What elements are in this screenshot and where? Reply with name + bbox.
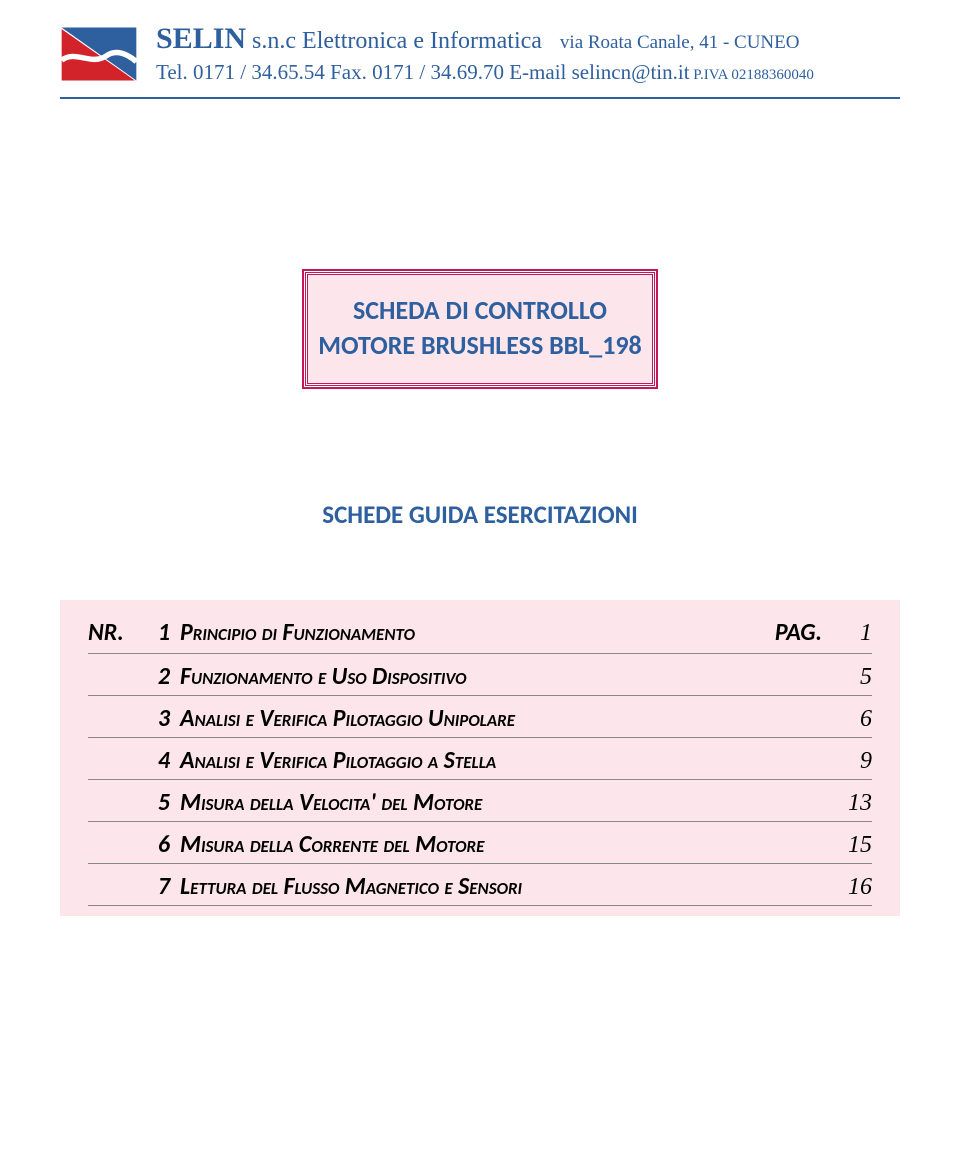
fax-label: Fax. xyxy=(325,60,372,84)
toc-row-num: 7 xyxy=(148,872,170,901)
toc-row-num: 1 xyxy=(148,618,170,647)
toc-row-label: Funzionamento e Uso Dispositivo xyxy=(180,662,822,691)
toc-row: 6 Misura della Corrente del Motore 15 xyxy=(88,822,872,864)
title-line-1: SCHEDA DI CONTROLLO xyxy=(318,293,641,328)
toc-row-page: 1 xyxy=(822,620,872,647)
company-name-suffix: s.n.c xyxy=(246,28,296,54)
tel-label: Tel. xyxy=(156,60,193,84)
letterhead-text: SELIN s.n.c Elettronica e Informatica vi… xyxy=(156,20,900,85)
toc-row: 7 Lettura del Flusso Magnetico e Sensori… xyxy=(88,864,872,906)
subtitle: SCHEDE GUIDA ESERCITAZIONI xyxy=(60,499,900,530)
toc-row-label: Lettura del Flusso Magnetico e Sensori xyxy=(180,872,822,901)
piva-label: P.IVA xyxy=(690,67,732,83)
title-box: SCHEDA DI CONTROLLO MOTORE BRUSHLESS BBL… xyxy=(302,269,657,389)
toc-row-num: 2 xyxy=(148,662,170,691)
company-name-bold: SELIN xyxy=(156,22,246,55)
toc-nr-label: NR. xyxy=(88,618,148,647)
toc-row-page: 6 xyxy=(822,706,872,733)
tel-value: 0171 / 34.65.54 xyxy=(193,60,325,84)
toc-header-row: NR. 1 Principio di Funzionamento PAG. 1 xyxy=(88,618,872,647)
toc-row-num: 3 xyxy=(148,704,170,733)
fax-value: 0171 / 34.69.70 xyxy=(372,60,504,84)
email-value: selincn@tin.it xyxy=(572,60,690,84)
toc-row-page: 15 xyxy=(822,832,872,859)
toc-row-page: 5 xyxy=(822,664,872,691)
toc-row-num: 5 xyxy=(148,788,170,817)
title-line-2: MOTORE BRUSHLESS BBL_198 xyxy=(318,328,641,363)
company-desc: Elettronica e Informatica xyxy=(296,28,542,54)
toc-row-label: Analisi e Verifica Pilotaggio Unipolare xyxy=(180,704,822,733)
toc-row-label: Analisi e Verifica Pilotaggio a Stella xyxy=(180,746,822,775)
toc-row-label: Misura della Corrente del Motore xyxy=(180,830,822,859)
toc-row-page: 16 xyxy=(822,874,872,901)
toc-row-page: 9 xyxy=(822,748,872,775)
toc-row-num: 6 xyxy=(148,830,170,859)
toc-row: 4 Analisi e Verifica Pilotaggio a Stella… xyxy=(88,738,872,780)
toc-row: 3 Analisi e Verifica Pilotaggio Unipolar… xyxy=(88,696,872,738)
letterhead: SELIN s.n.c Elettronica e Informatica vi… xyxy=(60,20,900,85)
toc-row-num: 4 xyxy=(148,746,170,775)
toc-pag-label: PAG. xyxy=(742,618,822,647)
piva-value: 02188360040 xyxy=(731,67,814,83)
email-label: E-mail xyxy=(504,60,572,84)
toc-row-label: Principio di Funzionamento xyxy=(180,618,742,647)
company-logo xyxy=(60,26,138,82)
toc-row-label: Misura della Velocita' del Motore xyxy=(180,788,822,817)
toc-row: 2 Funzionamento e Uso Dispositivo 5 xyxy=(88,654,872,696)
header-divider xyxy=(60,97,900,99)
toc-row: 5 Misura della Velocita' del Motore 13 xyxy=(88,780,872,822)
company-address: via Roata Canale, 41 - CUNEO xyxy=(560,32,800,53)
toc-row-page: 13 xyxy=(822,790,872,817)
toc-panel: NR. 1 Principio di Funzionamento PAG. 1 … xyxy=(60,600,900,916)
